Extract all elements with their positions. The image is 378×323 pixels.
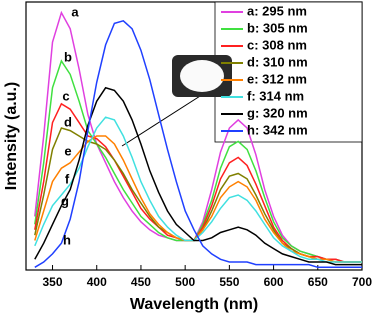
legend-frame <box>214 1 363 143</box>
legend-label: c: 308 nm <box>247 37 307 52</box>
x-tick-label: 600 <box>264 275 284 289</box>
x-axis-label: Wavelength (nm) <box>130 296 258 313</box>
x-tick-label: 500 <box>175 275 195 289</box>
curve-label: b <box>64 49 72 64</box>
curve-label: h <box>63 232 71 247</box>
inset-glow <box>180 60 224 92</box>
x-tick-label: 350 <box>43 275 63 289</box>
x-tick-label: 550 <box>219 275 239 289</box>
y-axis-label: Intensity (a.u.) <box>3 82 20 190</box>
curve-label: d <box>64 114 72 129</box>
legend-label: g: 320 nm <box>247 105 308 120</box>
series-line <box>34 19 362 269</box>
curve-label: g <box>61 193 69 208</box>
x-tick-label: 650 <box>308 275 328 289</box>
series-line <box>34 127 362 263</box>
legend-label: d: 310 nm <box>247 54 308 69</box>
curve-label: e <box>64 143 71 158</box>
x-tick-label: 450 <box>131 275 151 289</box>
legend-label: b: 305 nm <box>247 20 308 35</box>
x-tick-label: 400 <box>87 275 107 289</box>
x-tick-label: 700 <box>352 275 372 289</box>
legend-label: h: 342 nm <box>247 122 308 137</box>
legend-label: a: 295 nm <box>247 3 307 18</box>
curve-label: c <box>62 88 69 103</box>
legend-label: e: 312 nm <box>247 71 307 86</box>
curve-label: f <box>65 171 70 186</box>
series-line <box>34 135 362 263</box>
legend-label: f: 314 nm <box>247 88 304 103</box>
curve-label: a <box>71 4 79 19</box>
